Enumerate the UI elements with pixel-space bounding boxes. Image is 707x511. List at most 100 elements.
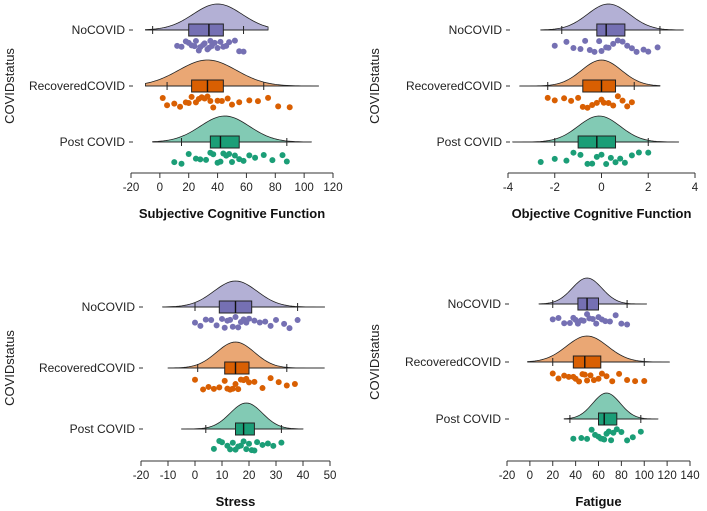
category-label: Post COVID bbox=[436, 412, 502, 426]
data-point bbox=[236, 48, 243, 55]
data-point bbox=[598, 370, 605, 377]
data-point bbox=[561, 372, 568, 379]
data-point bbox=[579, 103, 586, 110]
box-iqr bbox=[224, 361, 250, 375]
data-point bbox=[226, 151, 233, 158]
box-iqr bbox=[235, 422, 255, 436]
x-axis-label: Subjective Cognitive Function bbox=[139, 206, 325, 221]
data-point bbox=[164, 102, 171, 109]
data-point bbox=[624, 103, 631, 110]
data-point bbox=[262, 318, 269, 325]
data-point bbox=[283, 382, 290, 389]
data-point bbox=[231, 37, 238, 44]
data-point bbox=[537, 159, 544, 165]
data-point bbox=[246, 97, 253, 104]
x-tick-label: 10 bbox=[216, 470, 229, 482]
x-tick-label: 40 bbox=[569, 470, 582, 482]
data-point bbox=[211, 39, 218, 46]
data-point bbox=[576, 378, 583, 385]
data-point bbox=[259, 385, 266, 392]
data-point bbox=[590, 377, 597, 384]
data-point bbox=[577, 151, 584, 158]
x-tick-label: 2 bbox=[645, 182, 651, 194]
data-point bbox=[628, 45, 635, 52]
data-point bbox=[178, 160, 185, 167]
data-point bbox=[229, 385, 236, 392]
data-point bbox=[561, 95, 568, 102]
x-tick-label: 4 bbox=[692, 182, 699, 194]
data-point bbox=[614, 37, 621, 44]
data-point bbox=[584, 104, 591, 111]
data-point bbox=[227, 316, 234, 323]
data-point bbox=[218, 97, 225, 104]
data-point bbox=[281, 320, 288, 327]
data-point bbox=[251, 447, 258, 454]
data-point bbox=[608, 437, 615, 444]
category-label: Post COVID bbox=[437, 135, 503, 149]
data-point bbox=[635, 149, 642, 156]
data-point bbox=[240, 48, 247, 55]
chart-panel-3: -20 -10 0 10 20 30 40 50 Stress COVIDstatus NoCOVI… bbox=[2, 280, 336, 509]
data-point bbox=[210, 385, 217, 392]
data-point bbox=[584, 160, 591, 167]
data-point bbox=[201, 40, 208, 47]
data-point bbox=[185, 150, 192, 157]
data-point bbox=[613, 426, 620, 433]
data-point bbox=[221, 377, 228, 384]
data-point bbox=[624, 321, 631, 328]
data-point bbox=[551, 42, 558, 49]
data-point bbox=[612, 159, 619, 166]
data-point bbox=[587, 372, 594, 379]
data-point bbox=[605, 44, 612, 51]
data-point bbox=[619, 97, 626, 104]
category-label: NoCOVID bbox=[448, 297, 502, 311]
data-point bbox=[269, 157, 276, 164]
y-axis-label: COVIDstatus bbox=[2, 48, 17, 124]
data-point bbox=[208, 316, 215, 323]
data-point bbox=[224, 95, 231, 102]
data-point bbox=[232, 314, 239, 321]
x-tick-label: 80 bbox=[615, 470, 628, 482]
data-point bbox=[628, 152, 635, 159]
category-label: NoCOVID bbox=[449, 23, 503, 37]
data-point bbox=[210, 151, 217, 158]
data-point bbox=[279, 152, 286, 159]
density-curve bbox=[181, 402, 304, 430]
box-iqr bbox=[577, 297, 599, 311]
data-point bbox=[207, 97, 214, 104]
data-point bbox=[581, 371, 588, 378]
data-point bbox=[267, 322, 274, 329]
data-point bbox=[216, 384, 223, 391]
data-point bbox=[217, 38, 224, 45]
data-point bbox=[628, 99, 635, 106]
data-point bbox=[171, 100, 178, 107]
box-iqr bbox=[582, 79, 617, 93]
x-tick-label: 80 bbox=[269, 182, 282, 194]
data-point bbox=[283, 158, 290, 165]
data-point bbox=[596, 38, 603, 45]
data-point bbox=[603, 373, 610, 380]
box-iqr bbox=[596, 23, 626, 37]
data-point bbox=[598, 151, 605, 158]
box-iqr bbox=[572, 355, 602, 369]
y-axis-label: COVIDstatus bbox=[367, 324, 382, 400]
data-point bbox=[213, 322, 220, 329]
data-point bbox=[605, 428, 612, 435]
data-point bbox=[614, 93, 621, 100]
y-axis-label: COVIDstatus bbox=[367, 48, 382, 124]
x-tick-label: -4 bbox=[503, 182, 514, 194]
category-label: Post COVID bbox=[70, 422, 136, 436]
data-point bbox=[640, 46, 647, 53]
chart-panel-1: -20 0 20 40 60 80 100 120 Subjective Cognitive F… bbox=[2, 3, 343, 221]
density-curve bbox=[563, 392, 659, 420]
data-point bbox=[229, 159, 235, 166]
x-axis-label: Stress bbox=[216, 494, 256, 509]
data-point bbox=[232, 381, 239, 388]
box-iqr bbox=[598, 412, 618, 426]
data-point bbox=[601, 436, 608, 443]
data-point bbox=[192, 376, 198, 383]
box-iqr bbox=[209, 135, 240, 149]
data-point bbox=[240, 438, 247, 445]
